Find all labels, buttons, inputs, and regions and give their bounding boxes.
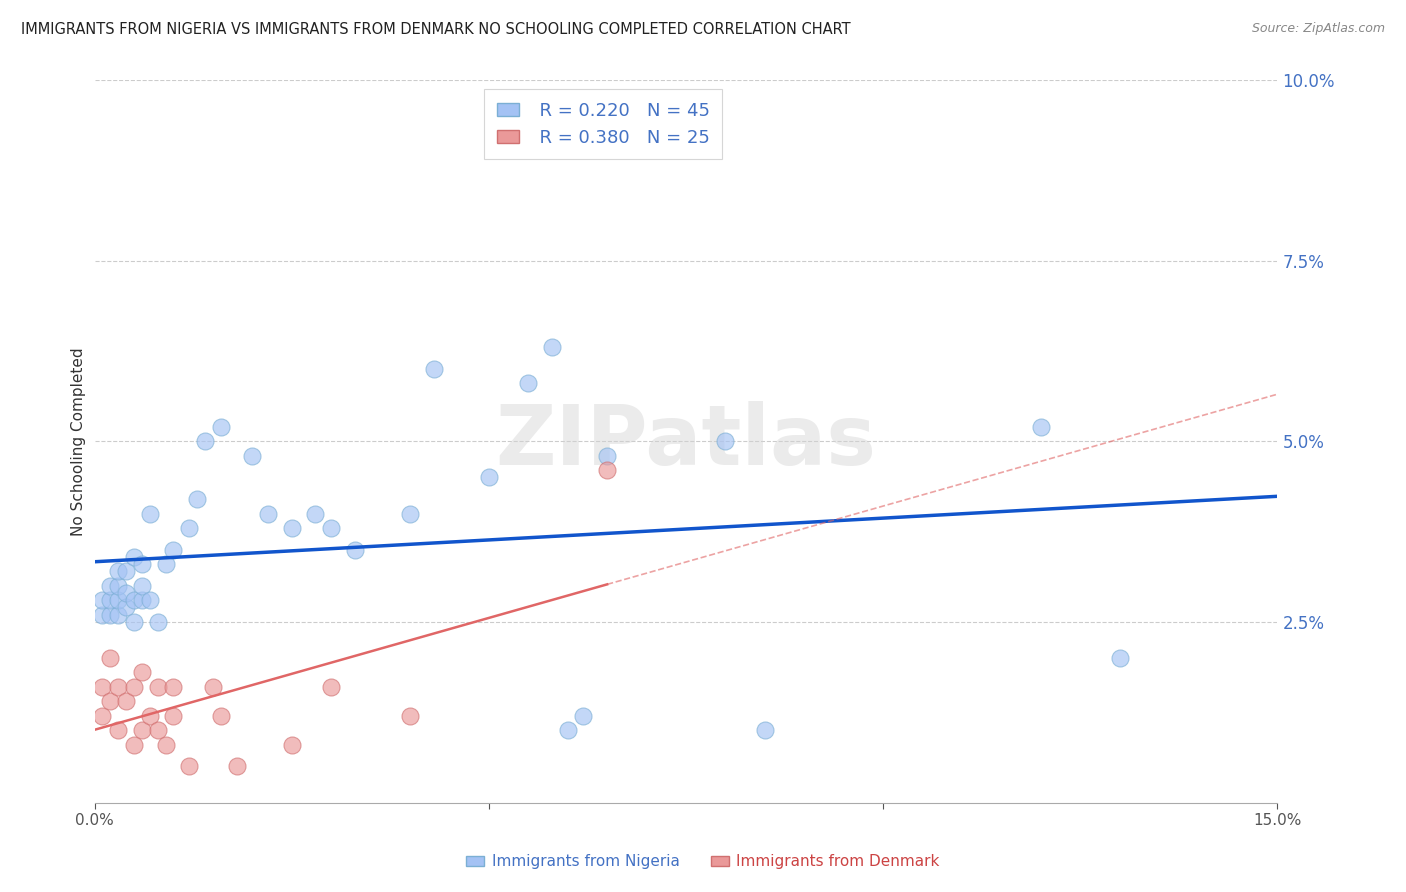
Point [179, 521, 201, 535]
Point [131, 593, 153, 607]
Point [146, 615, 169, 629]
Point [98, 651, 121, 665]
Point [399, 507, 422, 521]
Point [98, 694, 121, 708]
Point [115, 564, 138, 578]
Point [1108, 651, 1130, 665]
Point [517, 376, 540, 391]
Point [131, 665, 153, 680]
Point [122, 680, 145, 694]
Point [304, 507, 326, 521]
Point [572, 708, 595, 723]
Point [91, 680, 114, 694]
Point [139, 593, 162, 607]
Point [131, 579, 153, 593]
Text: ZIPatlas: ZIPatlas [495, 401, 876, 482]
Point [139, 708, 162, 723]
Point [107, 564, 129, 578]
Point [122, 549, 145, 564]
Point [131, 557, 153, 571]
Point [98, 593, 121, 607]
Point [122, 615, 145, 629]
Point [321, 521, 343, 535]
Point [399, 708, 422, 723]
Point [280, 521, 302, 535]
Point [91, 593, 114, 607]
Point [557, 723, 579, 738]
Point [240, 449, 263, 463]
Point [596, 463, 619, 477]
Point [541, 340, 564, 354]
Point [321, 680, 343, 694]
Point [107, 593, 129, 607]
Point [107, 607, 129, 622]
Point [107, 579, 129, 593]
Point [146, 723, 169, 738]
Point [155, 738, 177, 752]
Point [754, 723, 776, 738]
Point [107, 680, 129, 694]
Point [146, 680, 169, 694]
Point [91, 708, 114, 723]
Point [714, 434, 737, 449]
Point [225, 759, 247, 773]
Point [139, 507, 162, 521]
Text: Source: ZipAtlas.com: Source: ZipAtlas.com [1251, 22, 1385, 36]
Point [162, 708, 184, 723]
Point [162, 680, 184, 694]
Point [98, 607, 121, 622]
Legend: Immigrants from Nigeria, Immigrants from Denmark: Immigrants from Nigeria, Immigrants from… [460, 848, 946, 875]
Y-axis label: No Schooling Completed: No Schooling Completed [72, 347, 86, 535]
Point [422, 362, 444, 376]
Point [1029, 419, 1052, 434]
Point [596, 449, 619, 463]
Legend:   R = 0.220   N = 45,   R = 0.380   N = 25: R = 0.220 N = 45, R = 0.380 N = 25 [484, 89, 723, 160]
Point [343, 542, 366, 557]
Point [478, 470, 501, 484]
Point [115, 694, 138, 708]
Point [162, 542, 184, 557]
Point [209, 708, 232, 723]
Point [115, 586, 138, 600]
Point [201, 680, 224, 694]
Text: IMMIGRANTS FROM NIGERIA VS IMMIGRANTS FROM DENMARK NO SCHOOLING COMPLETED CORREL: IMMIGRANTS FROM NIGERIA VS IMMIGRANTS FR… [21, 22, 851, 37]
Point [91, 607, 114, 622]
Point [107, 723, 129, 738]
Point [155, 557, 177, 571]
Point [194, 434, 217, 449]
Point [98, 579, 121, 593]
Point [179, 759, 201, 773]
Point [280, 738, 302, 752]
Point [131, 723, 153, 738]
Point [257, 507, 280, 521]
Point [122, 593, 145, 607]
Point [186, 491, 208, 506]
Point [122, 738, 145, 752]
Point [209, 419, 232, 434]
Point [115, 600, 138, 615]
